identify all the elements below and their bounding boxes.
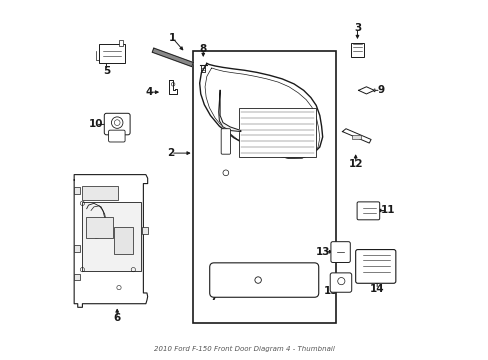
Text: 5: 5	[102, 66, 110, 76]
Text: 6: 6	[113, 313, 121, 323]
Bar	[74, 274, 80, 280]
Polygon shape	[218, 90, 241, 132]
Polygon shape	[342, 129, 370, 143]
FancyBboxPatch shape	[108, 130, 125, 142]
Bar	[74, 244, 80, 252]
Text: 10: 10	[88, 120, 102, 129]
Bar	[74, 187, 80, 194]
Text: 1: 1	[169, 33, 176, 43]
Bar	[82, 202, 140, 271]
Polygon shape	[199, 63, 322, 158]
Text: 12: 12	[348, 159, 362, 169]
Text: 2010 Ford F-150 Front Door Diagram 4 - Thumbnail: 2010 Ford F-150 Front Door Diagram 4 - T…	[154, 346, 334, 352]
Text: 14: 14	[369, 284, 384, 294]
Bar	[113, 226, 133, 253]
Text: 15: 15	[323, 286, 337, 296]
FancyBboxPatch shape	[329, 273, 351, 292]
Text: 2: 2	[167, 148, 174, 158]
Bar	[86, 217, 113, 238]
Polygon shape	[358, 87, 373, 94]
FancyBboxPatch shape	[355, 249, 395, 283]
Text: 8: 8	[199, 44, 206, 54]
FancyBboxPatch shape	[350, 43, 363, 57]
Polygon shape	[74, 175, 147, 307]
Polygon shape	[152, 48, 193, 67]
Bar	[82, 186, 118, 200]
Text: 3: 3	[353, 23, 360, 33]
Text: 7: 7	[210, 292, 217, 302]
FancyBboxPatch shape	[221, 129, 230, 154]
Polygon shape	[169, 80, 177, 94]
Text: 11: 11	[380, 206, 394, 216]
Text: 13: 13	[316, 247, 330, 257]
FancyBboxPatch shape	[119, 40, 123, 45]
FancyBboxPatch shape	[209, 263, 318, 297]
FancyBboxPatch shape	[356, 202, 379, 220]
FancyBboxPatch shape	[330, 242, 349, 262]
Bar	[142, 227, 147, 234]
FancyBboxPatch shape	[99, 44, 125, 63]
FancyBboxPatch shape	[239, 108, 316, 157]
Text: 4: 4	[145, 87, 153, 97]
Bar	[351, 135, 360, 139]
Text: 9: 9	[376, 85, 384, 95]
FancyBboxPatch shape	[104, 113, 130, 135]
Bar	[192, 51, 335, 323]
